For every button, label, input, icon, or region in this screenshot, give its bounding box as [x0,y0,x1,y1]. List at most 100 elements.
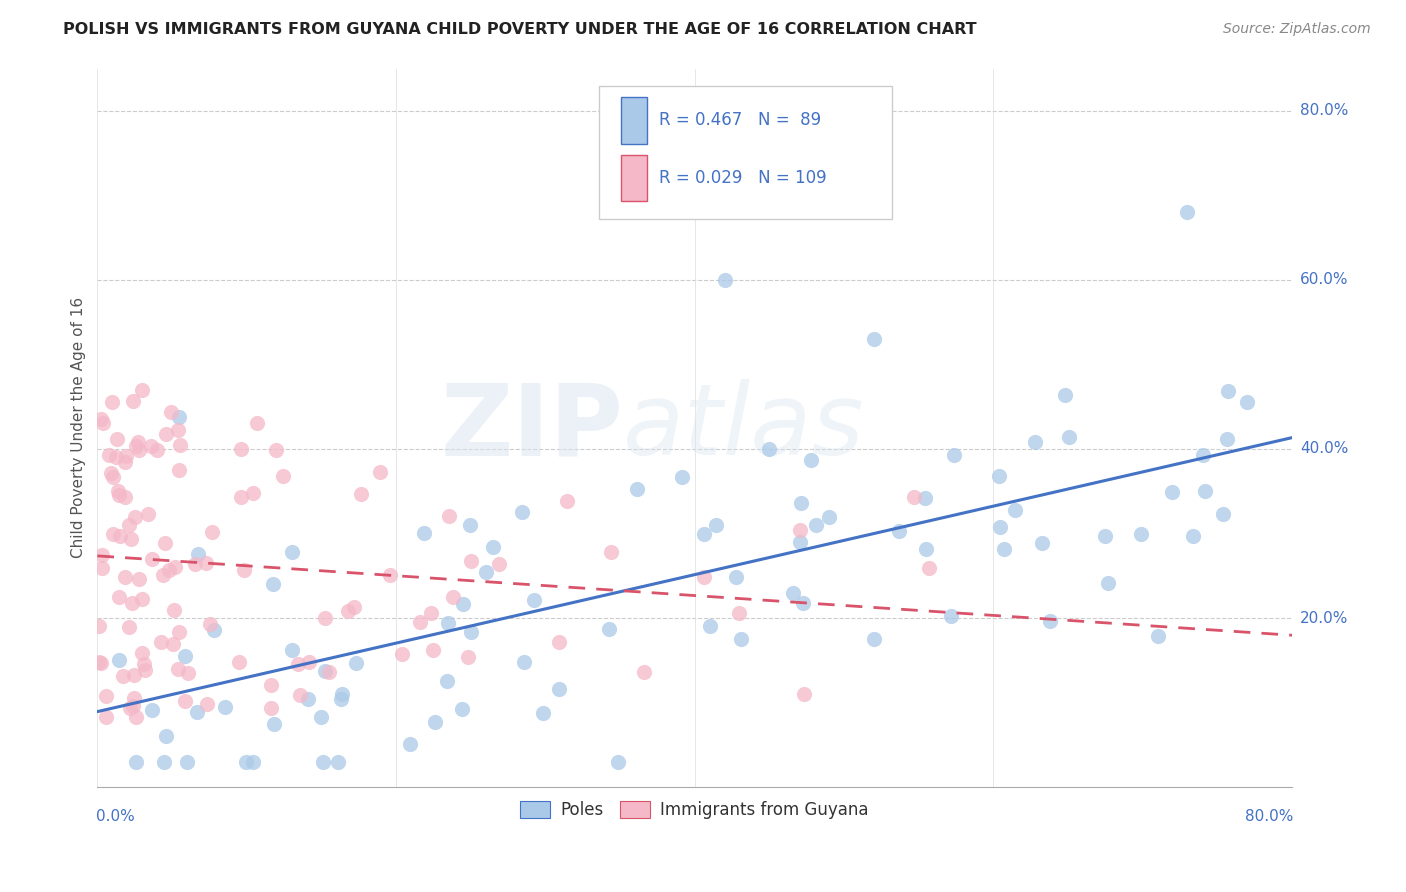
Text: POLISH VS IMMIGRANTS FROM GUYANA CHILD POVERTY UNDER THE AGE OF 16 CORRELATION C: POLISH VS IMMIGRANTS FROM GUYANA CHILD P… [63,22,977,37]
Point [699,619,721,633]
Point [298,655,321,669]
Point [314,611,336,625]
Point [1216,432,1239,446]
Point [169,437,191,451]
Point [513,655,536,669]
Y-axis label: Child Poverty Under the Age of 16: Child Poverty Under the Age of 16 [72,297,86,558]
Point [326,755,349,769]
Text: atlas: atlas [623,379,865,476]
Text: R = 0.029   N = 109: R = 0.029 N = 109 [659,169,827,186]
Point [134,663,156,677]
Point [425,715,447,730]
Point [118,620,141,634]
Point [131,646,153,660]
Point [671,469,693,483]
Point [863,332,886,346]
Point [312,755,335,769]
Point [167,625,190,640]
Point [318,665,340,679]
Point [804,517,827,532]
Point [103,526,125,541]
Point [150,634,173,648]
Point [555,493,578,508]
Point [988,468,1011,483]
Point [165,560,187,574]
Point [398,737,420,751]
Point [260,677,283,691]
Point [235,755,257,769]
Point [108,529,131,543]
Text: Source: ZipAtlas.com: Source: ZipAtlas.com [1223,22,1371,37]
Point [90,656,112,670]
Point [626,482,648,496]
Point [131,383,153,397]
FancyBboxPatch shape [620,97,647,144]
Point [162,637,184,651]
Point [167,423,190,437]
Legend: Poles, Immigrants from Guyana: Poles, Immigrants from Guyana [513,794,876,826]
Point [1192,449,1215,463]
Point [91,548,114,562]
Point [121,596,143,610]
Point [280,642,302,657]
Point [475,565,498,579]
Point [177,666,200,681]
Point [163,603,186,617]
Point [155,426,177,441]
Point [112,669,135,683]
Point [725,570,748,584]
Point [195,698,218,712]
Point [131,591,153,606]
Point [263,716,285,731]
Point [311,710,333,724]
Point [132,657,155,671]
Point [548,682,571,697]
Point [704,518,727,533]
Point [1024,435,1046,450]
Point [1181,528,1204,542]
Point [730,632,752,646]
Point [607,755,630,769]
Point [287,657,309,671]
Point [114,490,136,504]
Point [153,755,176,769]
Point [141,702,163,716]
Text: 60.0%: 60.0% [1301,272,1348,287]
Point [1031,536,1053,550]
Point [915,541,938,556]
FancyBboxPatch shape [620,154,647,202]
Point [160,405,183,419]
Point [288,688,311,702]
Point [343,599,366,614]
Point [727,606,749,620]
Point [107,484,129,499]
Point [108,591,131,605]
Point [101,470,124,484]
Point [173,694,195,708]
Point [488,557,510,571]
Point [1004,503,1026,517]
Point [157,563,180,577]
Point [297,692,319,706]
Point [87,619,110,633]
Point [124,691,146,706]
Point [183,557,205,571]
Point [136,507,159,521]
Point [457,649,479,664]
Point [202,623,225,637]
FancyBboxPatch shape [599,87,891,219]
Point [598,622,620,636]
Point [186,705,208,719]
Point [271,469,294,483]
Point [792,596,814,610]
Point [280,545,302,559]
Point [789,534,811,549]
Point [125,755,148,769]
Point [229,442,252,456]
Point [887,524,910,538]
Point [174,649,197,664]
Point [90,412,112,426]
Point [409,615,432,630]
Point [167,662,190,676]
Point [120,533,142,547]
